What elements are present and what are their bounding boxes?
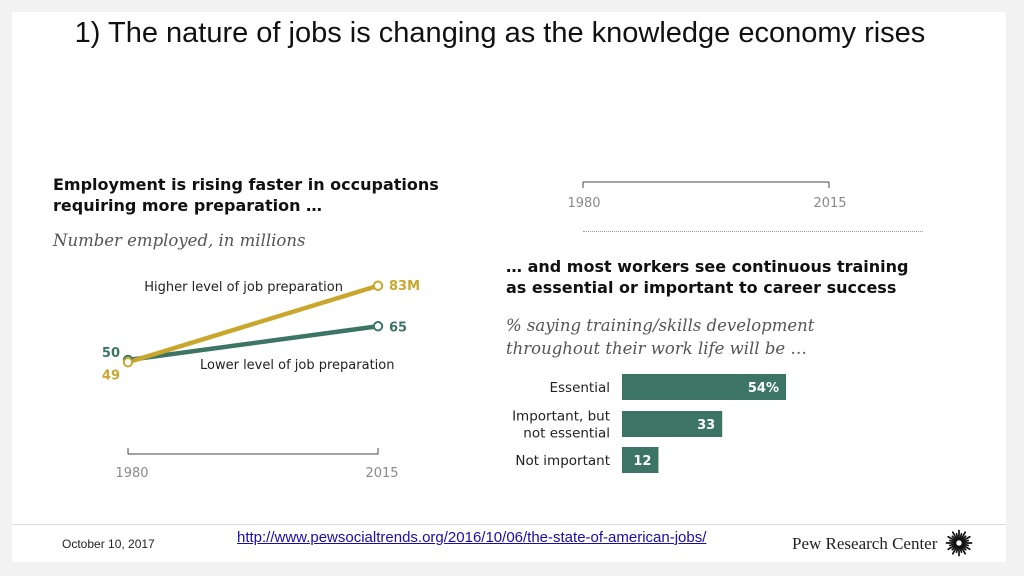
source-link[interactable]: http://www.pewsocialtrends.org/2016/10/0… [237, 529, 707, 546]
brand-name: Pew Research Center [792, 534, 938, 553]
bar-value-label-2: 33 [697, 418, 715, 433]
series-point-higher-2015 [372, 280, 384, 291]
value-label-lower-start: 50 [102, 346, 120, 361]
slide-title: 1) The nature of jobs is changing as the… [74, 17, 926, 49]
footer-date: October 10, 2017 [62, 537, 155, 551]
bar-value-label-3: 12 [633, 454, 651, 469]
line-chart-subtitle: Number employed, in millions [53, 231, 306, 250]
top-axis-tick-label-2015: 2015 [813, 196, 846, 211]
line-chart-title: Employment is rising faster in occupatio… [53, 175, 439, 215]
bar-category-label-1: Essential [549, 380, 610, 396]
bar-3 [622, 447, 659, 473]
series-label-higher: Higher level of job preparation [144, 280, 343, 295]
bar-1 [622, 374, 786, 400]
bar-value-label-1: 54% [748, 381, 779, 396]
value-label-higher-start: 49 [102, 368, 120, 383]
pew-starburst-icon [945, 529, 973, 557]
series-label-lower: Lower level of job preparation [200, 358, 394, 373]
value-label-higher-end: 83M [389, 279, 420, 294]
series-line-higher [125, 283, 381, 365]
bar-chart-title: … and most workers see continuous traini… [506, 257, 909, 297]
bar-category-label-2-line1: Important, but [512, 409, 610, 425]
series-line-lower [125, 324, 381, 363]
bar-category-label-3: Not important [515, 453, 610, 469]
footer-divider [12, 524, 1006, 525]
series-point-lower-2015 [372, 321, 384, 332]
top-axis-tick-label-1980: 1980 [567, 196, 600, 211]
section-divider [583, 231, 923, 232]
value-label-lower-end: 65 [389, 320, 407, 335]
bar-2 [622, 411, 723, 437]
slide-background [12, 12, 1006, 562]
x-tick-label-2015: 2015 [365, 466, 398, 481]
bar-category-label-2-line2: not essential [523, 426, 610, 442]
bar-chart-subtitle: % saying training/skills development thr… [506, 316, 815, 358]
x-tick-label-1980: 1980 [115, 466, 148, 481]
series-point-higher-1980 [122, 357, 134, 368]
